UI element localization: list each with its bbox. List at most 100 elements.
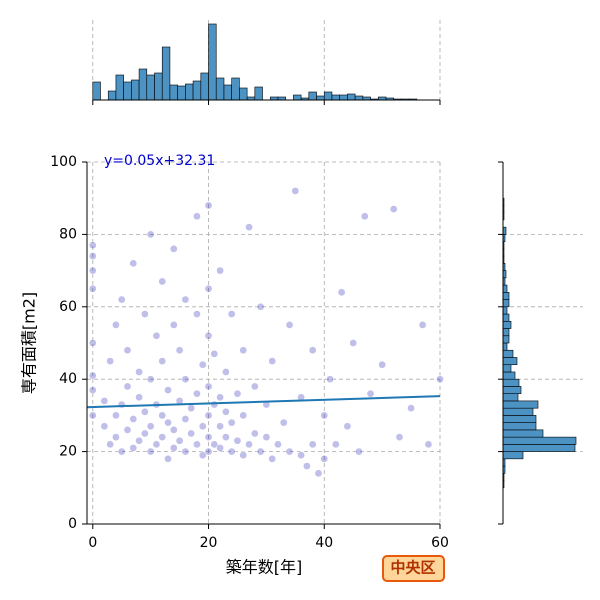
point <box>158 433 167 441</box>
hist-bar <box>502 386 522 394</box>
point <box>169 426 178 434</box>
point <box>175 346 184 355</box>
point <box>337 288 346 297</box>
hist-bar <box>502 436 577 445</box>
point <box>88 371 97 380</box>
point <box>245 440 253 449</box>
hist-bar <box>502 451 524 460</box>
hist-bar <box>502 328 510 337</box>
point <box>308 440 317 449</box>
hist-bar <box>123 81 132 101</box>
point <box>193 310 201 318</box>
hist-bar <box>316 95 325 101</box>
point <box>418 321 427 329</box>
hist-bar <box>502 378 520 387</box>
point <box>106 357 114 365</box>
point <box>164 454 172 463</box>
point <box>129 444 138 452</box>
point <box>389 205 398 213</box>
point <box>216 422 224 431</box>
point <box>88 339 97 347</box>
point <box>169 321 178 329</box>
point <box>141 310 149 318</box>
point <box>100 397 109 405</box>
point <box>233 436 242 445</box>
point <box>210 350 219 358</box>
point <box>331 440 340 449</box>
point <box>326 375 334 384</box>
hist-bar <box>502 320 512 329</box>
point <box>135 436 143 445</box>
hist-bar <box>502 400 539 409</box>
point <box>268 357 277 365</box>
hist-bar <box>154 72 163 101</box>
hist-bar <box>239 87 248 101</box>
point <box>233 389 242 398</box>
point <box>308 346 317 355</box>
point <box>193 389 201 398</box>
point <box>135 368 143 376</box>
point <box>285 321 294 329</box>
point <box>204 411 213 420</box>
point <box>239 451 248 460</box>
point <box>256 302 265 311</box>
point <box>256 447 265 456</box>
point <box>227 447 236 456</box>
point <box>129 415 138 423</box>
hist-bar <box>92 81 101 101</box>
point <box>204 284 213 293</box>
x-axis-label: 築年数[年] <box>226 558 303 577</box>
hist-bar <box>502 357 518 366</box>
point <box>146 230 155 239</box>
point <box>193 212 201 221</box>
point <box>355 447 363 456</box>
point <box>395 433 404 441</box>
hist-bar <box>177 85 186 101</box>
hist-bar <box>161 46 171 101</box>
point <box>88 284 97 293</box>
y-tick-label: 100 <box>50 154 77 170</box>
point <box>141 407 149 416</box>
hist-bar <box>502 284 508 293</box>
point <box>274 440 282 449</box>
point <box>349 339 358 347</box>
hist-bar <box>502 371 516 380</box>
hist-bar <box>146 74 155 101</box>
regression-annotation: y=0.05x+32.31 <box>104 153 215 169</box>
point <box>158 411 167 420</box>
hist-bar <box>208 23 217 101</box>
hist-bar <box>502 313 510 322</box>
point <box>285 447 294 456</box>
point <box>112 321 120 329</box>
y-tick-label: 40 <box>59 371 77 387</box>
point <box>378 360 386 369</box>
regression-line <box>86 395 441 409</box>
hist-bar <box>115 74 124 101</box>
point <box>407 404 415 413</box>
point <box>146 422 155 431</box>
point <box>117 295 126 304</box>
hist-bar <box>502 422 537 431</box>
hist-bar <box>502 393 519 402</box>
point <box>360 212 369 221</box>
y-tick-label: 80 <box>59 226 77 242</box>
badge-label: 中央区 <box>390 559 435 577</box>
hist-bar <box>354 95 364 101</box>
hist-bar <box>185 83 194 101</box>
point <box>181 295 190 304</box>
point <box>106 440 114 449</box>
point <box>146 447 155 456</box>
point <box>204 382 213 391</box>
point <box>297 451 305 460</box>
point <box>187 404 196 413</box>
hist-bar <box>502 306 508 315</box>
point <box>204 433 213 441</box>
point <box>216 444 224 452</box>
point <box>291 187 300 195</box>
hist-bar <box>293 94 302 101</box>
point <box>436 375 444 384</box>
point <box>268 454 277 463</box>
point <box>112 433 120 441</box>
point <box>250 382 259 391</box>
